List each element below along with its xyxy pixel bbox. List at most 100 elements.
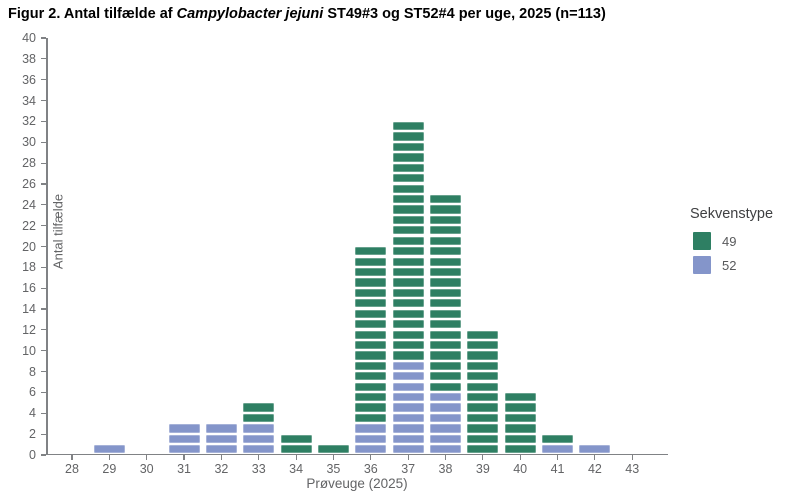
case-brick-st52-week33 xyxy=(243,434,275,443)
case-brick-st49-week39 xyxy=(467,330,499,339)
x-tick-label-29: 29 xyxy=(102,462,117,476)
case-brick-st52-week37 xyxy=(392,382,424,391)
case-brick-st52-week38 xyxy=(430,434,461,443)
case-brick-st49-week36 xyxy=(355,351,387,360)
figure-title-suffix: ST49#3 og ST52#4 per uge, 2025 (n=113) xyxy=(323,6,606,22)
y-tick-label-20: 20 xyxy=(22,239,36,254)
x-tick-label-31: 31 xyxy=(177,462,191,476)
case-brick-st49-week38 xyxy=(430,382,461,391)
case-brick-st52-week41 xyxy=(542,445,574,454)
case-brick-st49-week37 xyxy=(392,330,424,339)
y-tick-label-38: 38 xyxy=(22,51,36,66)
x-tick-37 xyxy=(407,455,409,460)
case-brick-st49-week37 xyxy=(392,309,424,318)
case-brick-st49-week34 xyxy=(280,445,312,454)
case-brick-st49-week33 xyxy=(243,403,275,412)
legend-label-49: 49 xyxy=(722,233,737,249)
y-tick-8 xyxy=(41,371,46,373)
case-brick-st49-week38 xyxy=(430,372,461,381)
y-tick-label-30: 30 xyxy=(22,135,36,150)
case-brick-st49-week36 xyxy=(355,361,387,370)
case-brick-st49-week37 xyxy=(392,257,424,266)
case-brick-st49-week33 xyxy=(243,413,275,423)
case-brick-st52-week33 xyxy=(243,445,275,454)
case-brick-st49-week39 xyxy=(467,403,499,412)
legend-item-52: 52 xyxy=(690,256,798,274)
case-brick-st49-week39 xyxy=(467,372,499,381)
x-tick-label-33: 33 xyxy=(251,462,266,476)
case-brick-st52-week32 xyxy=(205,434,237,443)
case-brick-st49-week38 xyxy=(430,320,461,329)
case-brick-st49-week36 xyxy=(355,382,387,391)
y-tick-label-34: 34 xyxy=(22,93,36,108)
case-brick-st49-week39 xyxy=(467,413,499,423)
legend-item-49: 49 xyxy=(690,232,798,250)
case-brick-st49-week36 xyxy=(355,288,387,298)
case-brick-st52-week33 xyxy=(243,424,275,433)
x-tick-29 xyxy=(108,455,110,460)
case-brick-st49-week36 xyxy=(355,299,387,308)
y-tick-10 xyxy=(41,350,46,352)
y-tick-16 xyxy=(41,287,46,289)
x-tick-label-42: 42 xyxy=(587,462,602,476)
case-brick-st49-week38 xyxy=(430,361,461,370)
case-brick-st52-week32 xyxy=(205,445,237,454)
case-brick-st49-week38 xyxy=(430,340,461,350)
case-brick-st49-week37 xyxy=(392,340,424,350)
case-brick-st49-week37 xyxy=(392,215,424,225)
case-brick-st49-week37 xyxy=(392,122,424,131)
x-tick-label-43: 43 xyxy=(625,462,640,476)
x-tick-43 xyxy=(631,455,633,460)
x-tick-40 xyxy=(519,455,521,460)
case-brick-st49-week37 xyxy=(392,226,424,235)
case-brick-st49-week37 xyxy=(392,132,424,141)
x-tick-label-38: 38 xyxy=(438,462,453,476)
x-tick-label-37: 37 xyxy=(401,462,416,476)
case-brick-st49-week38 xyxy=(430,236,461,245)
x-tick-label-32: 32 xyxy=(214,462,229,476)
case-brick-st49-week40 xyxy=(504,403,536,412)
y-tick-0 xyxy=(41,454,46,456)
y-tick-label-18: 18 xyxy=(22,260,36,275)
case-brick-st49-week36 xyxy=(355,257,387,266)
case-brick-st49-week38 xyxy=(430,351,461,360)
x-tick-30 xyxy=(146,455,148,460)
case-brick-st49-week39 xyxy=(467,351,499,360)
case-brick-st52-week37 xyxy=(392,445,424,454)
case-brick-st49-week36 xyxy=(355,372,387,381)
case-brick-st52-week38 xyxy=(430,393,461,402)
y-tick-14 xyxy=(41,308,46,310)
y-tick-label-40: 40 xyxy=(22,31,36,45)
x-axis-title: Prøveuge (2025) xyxy=(306,476,408,491)
case-brick-st49-week38 xyxy=(430,215,461,225)
y-axis-title: Antal tilfælde xyxy=(50,193,66,270)
case-brick-st49-week39 xyxy=(467,393,499,402)
y-tick-label-28: 28 xyxy=(22,156,36,171)
case-brick-st49-week37 xyxy=(392,351,424,360)
y-tick-28 xyxy=(41,162,46,164)
case-brick-st52-week37 xyxy=(392,372,424,381)
case-brick-st49-week38 xyxy=(430,278,461,287)
case-brick-st49-week39 xyxy=(467,434,499,443)
legend: Sekvenstype 49 52 xyxy=(690,206,798,280)
case-brick-st49-week34 xyxy=(280,434,312,443)
x-tick-34 xyxy=(295,455,297,460)
case-brick-st49-week37 xyxy=(392,236,424,245)
y-tick-label-4: 4 xyxy=(29,406,36,421)
x-tick-36 xyxy=(370,455,372,460)
legend-swatch-52 xyxy=(693,256,711,274)
x-tick-42 xyxy=(594,455,596,460)
case-brick-st52-week37 xyxy=(392,424,424,433)
y-tick-20 xyxy=(41,245,46,248)
y-tick-label-14: 14 xyxy=(22,302,36,317)
case-brick-st52-week37 xyxy=(392,403,424,412)
y-tick-36 xyxy=(41,79,46,81)
case-brick-st49-week36 xyxy=(355,340,387,350)
x-tick-32 xyxy=(220,455,222,460)
case-brick-st49-week38 xyxy=(430,257,461,266)
case-brick-st49-week37 xyxy=(392,320,424,329)
case-brick-st49-week36 xyxy=(355,309,387,318)
x-tick-39 xyxy=(482,455,484,460)
y-tick-2 xyxy=(41,433,46,435)
